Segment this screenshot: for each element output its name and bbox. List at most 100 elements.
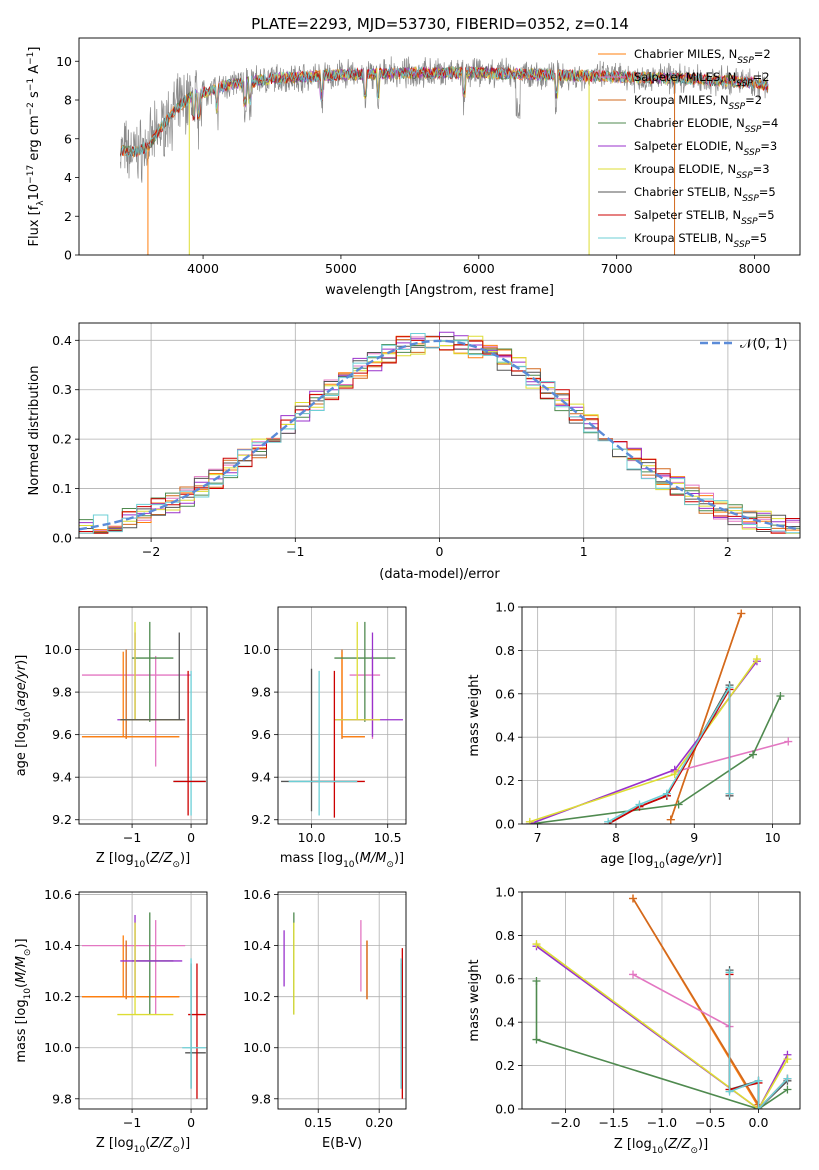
mass-weight-line [607,682,731,824]
mass-weight-marker [604,817,613,824]
massweight_vs_Z-plot-area [532,894,792,1109]
mass-weight-line [536,943,789,1109]
legend-entry: Chabrier MILES, NSSP=2 [634,47,771,66]
residuals-plot-area [79,331,800,534]
x-tick-label: −1 [123,1115,141,1130]
mass-weight-marker [629,894,638,903]
mass-weight-marker [783,1085,792,1094]
x-tick-label: 0 [187,1115,195,1130]
axes-frame [277,606,407,825]
mass-weight-marker [784,737,793,746]
mass-weight-marker [666,815,675,824]
y-tick-label: 4 [64,170,72,185]
x-tick-label: 0 [436,544,444,559]
y-tick-label: 10.6 [44,887,72,902]
mass-weight-marker [525,817,534,824]
age_vs_mass-chart: 10.0 10.5 9.2 9.4 9.6 9.8 10.0 mass [log10(M/M⊙… [243,606,407,870]
mass-weight-line [607,686,731,824]
x-axis-label: E(B-V) [322,1136,362,1151]
y-tick-label: 1.0 [495,600,515,615]
mass_vs_ebv-plot-area [283,912,403,1099]
mass-weight-marker [725,968,734,977]
x-axis-label: age [log10(age/yr)] [600,852,722,871]
legend-entry: Salpeter MILES, NSSP=2 [634,70,770,89]
age_vs_Z-plot-area [81,621,206,816]
legend-entry: Chabrier STELIB, NSSP=5 [634,185,776,204]
x-tick-label: −1 [123,830,141,845]
mass-weight-marker [776,691,785,700]
y-tick-label: 9.4 [52,770,72,785]
mass-weight-marker [749,750,758,759]
model-spectrum-line [120,65,769,157]
y-axis-label: mass weight [467,959,482,1041]
y-tick-label: 9.6 [52,727,72,742]
x-tick-label: −0.5 [695,1115,725,1130]
mass-weight-marker [754,1076,763,1085]
mass_vs_ebv-chart: 0.15 0.20 9.8 10.0 10.2 10.4 10.6 E(B-V) [243,887,407,1151]
x-tick-label: 10 [765,830,781,845]
x-tick-label: 10.5 [374,830,402,845]
mass-weight-line [529,660,758,824]
mass-weight-marker [532,976,541,985]
y-tick-label: 0.8 [495,643,515,658]
mass-weight-marker [674,800,683,809]
y-tick-label: 0.3 [52,382,72,397]
y-tick-label: 10.4 [44,938,72,953]
legend-entry: 𝒩(0, 1) [740,337,787,352]
y-tick-label: 1.0 [495,885,515,900]
y-tick-label: 0 [64,248,72,263]
y-tick-label: 0.6 [495,686,515,701]
spectrum-plot-area [120,56,769,255]
y-axis-label: mass weight [467,674,482,756]
mass-weight-line [535,981,788,1109]
model-spectrum-line [120,66,769,158]
axes-frame [521,606,801,825]
y-tick-label: 9.8 [52,1091,72,1106]
axes-frame [78,322,801,539]
age_vs_Z-chart: −1 0 9.2 9.4 9.6 9.8 10.0 Z [log10(Z/Z⊙)] age [l… [14,606,208,870]
mass-weight-marker [752,655,761,664]
y-axis-label: Normed distribution [27,366,42,496]
y-tick-label: 10.0 [243,1040,271,1055]
mass-weight-marker [754,1105,763,1109]
x-tick-label: −1.5 [599,1115,629,1130]
legend-entry: Chabrier ELODIE, NSSP=4 [634,116,778,135]
x-axis-label: Z [log10(Z/Z⊙)] [96,1136,190,1155]
y-tick-label: 9.2 [251,812,271,827]
y-tick-label: 9.6 [251,727,271,742]
y-tick-label: 0.0 [52,531,72,546]
residuals-chart: −2 −1 0 1 2 0.0 0.1 0.2 0.3 0.4 𝒩(0, 1) (data-model… [27,322,801,582]
y-tick-label: 0.2 [52,432,72,447]
y-tick-label: 0.6 [495,971,515,986]
age_vs_mass-plot-area [281,621,403,818]
x-tick-label: 8 [612,830,620,845]
x-axis-label: Z [log10(Z/Z⊙)] [614,1137,708,1156]
mass-weight-marker [662,789,671,798]
y-axis-label: mass [log10(M/M⊙)] [14,938,33,1062]
axes-frame [521,891,801,1110]
x-axis-label: mass [log10(M/M⊙)] [280,851,404,870]
legend-entry: Kroupa MILES, NSSP=2 [634,93,762,112]
spectrum-title: PLATE=2293, MJD=53730, FIBERID=0352, z=0… [251,15,629,33]
axes-frame [78,37,801,256]
x-tick-label: 7 [534,830,542,845]
legend-entry: Kroupa ELODIE, NSSP=3 [634,162,770,181]
y-tick-label: 10.0 [243,642,271,657]
mass-weight-marker [629,970,638,979]
mass-weight-marker [783,1055,792,1064]
x-tick-label: 5000 [325,261,357,276]
y-tick-label: 10.4 [243,938,271,953]
mass-weight-line [632,898,760,1106]
x-tick-label: −1 [286,544,304,559]
legend-entry: Salpeter STELIB, NSSP=5 [634,208,775,227]
x-axis-label: Z [log10(Z/Z⊙)] [96,851,190,870]
y-tick-label: 9.8 [52,685,72,700]
x-tick-label: 0.0 [749,1115,769,1130]
mass-weight-line [529,658,758,823]
y-tick-label: 9.4 [251,770,271,785]
spectrum-chart: 4000 5000 6000 7000 8000 0 2 4 6 8 10 wavelength [A… [26,37,801,298]
mass-weight-marker [670,770,679,779]
massweight_vs_Z-chart: −2.0 −1.5 −1.0 −0.5 0.0 0.0 0.2 0.4 0.6 0.8 1.0 Z [… [467,885,801,1156]
y-tick-label: 0.4 [52,333,72,348]
x-tick-label: 8000 [739,261,771,276]
